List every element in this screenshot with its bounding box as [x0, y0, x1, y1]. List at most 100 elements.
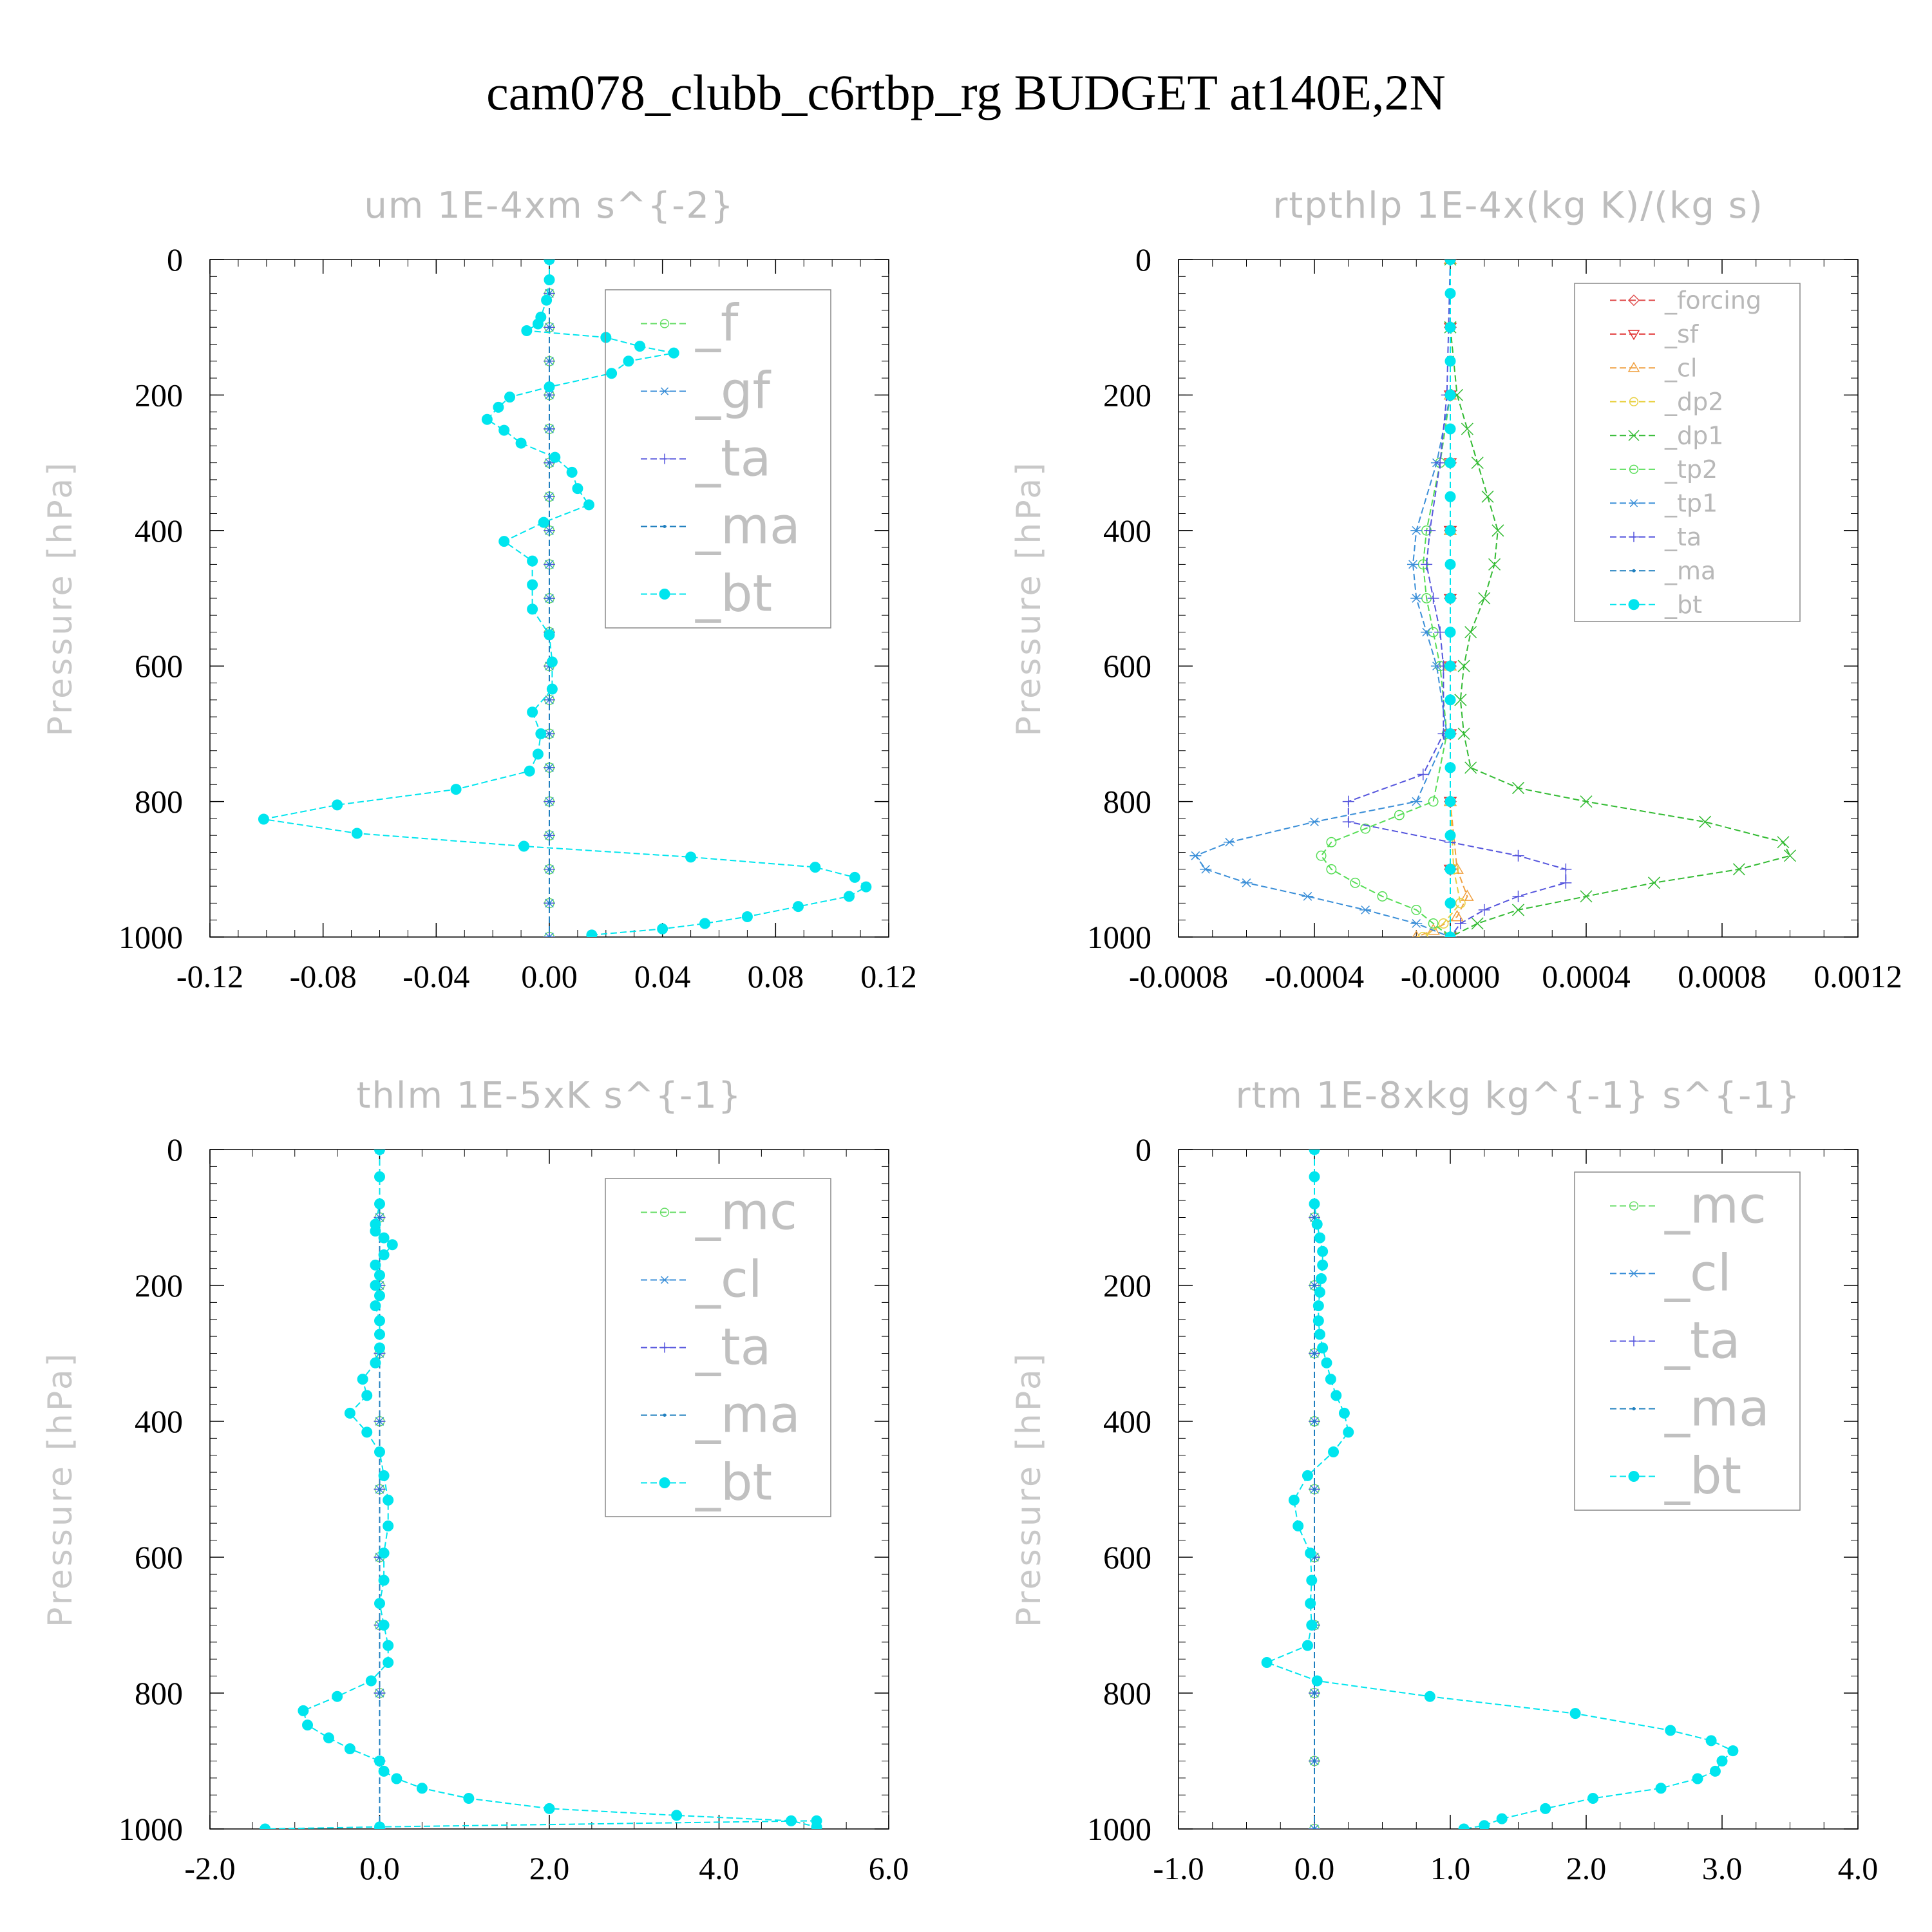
data-point: [378, 1620, 390, 1631]
data-point: [1321, 1357, 1332, 1368]
data-point: [792, 901, 804, 913]
legend-label: _bt: [695, 1454, 772, 1512]
legend-label: _tp1: [1664, 489, 1718, 517]
data-point: [1309, 1824, 1320, 1829]
data-point: [810, 862, 821, 873]
data-point: [351, 828, 363, 839]
data-point: [547, 596, 551, 600]
data-point: [544, 629, 555, 641]
data-point: [1783, 849, 1797, 862]
data-point: [1444, 321, 1456, 333]
data-point: [685, 851, 697, 863]
data-point: [860, 881, 872, 893]
data-point: [1309, 1823, 1320, 1829]
data-point: [849, 871, 860, 883]
data-point: [1406, 560, 1419, 569]
data-point: [1511, 904, 1525, 916]
data-point: [374, 1342, 385, 1354]
data-point: [498, 536, 510, 547]
data-point: [1560, 863, 1572, 875]
legend-marker: [1629, 1336, 1639, 1347]
data-point: [1293, 1520, 1304, 1531]
legend-label: _bt: [1664, 591, 1702, 619]
legend-label: _ta: [695, 430, 771, 488]
data-point: [549, 451, 561, 463]
legend-marker: [1632, 1407, 1636, 1410]
data-point: [463, 1793, 475, 1804]
data-point: [1342, 795, 1354, 808]
data-point: [378, 1548, 390, 1559]
x-tick-label: 0.0004: [1542, 958, 1631, 994]
y-tick-label: 0: [167, 242, 183, 278]
data-point: [378, 1575, 390, 1586]
data-point: [1410, 919, 1423, 928]
data-point: [1444, 355, 1456, 367]
data-point: [1306, 1575, 1318, 1586]
data-point: [1438, 918, 1449, 929]
legend-label: _gf: [695, 363, 772, 421]
data-point: [671, 1810, 683, 1821]
panel-rtm: rtm 1E-8xkg kg^{-1} s^{-1} Pressure [hPa]…: [1010, 1075, 1878, 1886]
data-point: [535, 728, 547, 739]
data-point: [1312, 1216, 1316, 1219]
data-point: [1312, 1827, 1316, 1829]
x-tick-label: 1.0: [1430, 1850, 1471, 1886]
data-point: [547, 529, 551, 533]
x-tick-label: 0.0008: [1678, 958, 1766, 994]
data-point: [374, 1446, 385, 1457]
data-point: [1338, 1407, 1350, 1419]
data-point: [1540, 1803, 1551, 1814]
data-point: [1261, 1657, 1273, 1669]
data-point: [1309, 1150, 1320, 1155]
legend-marker: [663, 525, 667, 528]
y-tick-label: 400: [1103, 513, 1151, 549]
legend-marker: [663, 1414, 667, 1417]
data-point: [332, 1690, 343, 1702]
series-group: [1261, 1150, 1739, 1829]
data-point: [1560, 876, 1572, 889]
data-point: [1302, 1640, 1313, 1651]
data-point: [1471, 917, 1484, 930]
data-point: [361, 1390, 373, 1401]
data-point: [357, 1374, 368, 1385]
x-tick-label: -0.12: [176, 958, 243, 994]
legend-marker: [1628, 599, 1640, 611]
data-point: [1580, 795, 1593, 808]
data-point: [657, 923, 668, 934]
data-point: [1305, 1598, 1316, 1609]
data-point: [1709, 1765, 1721, 1777]
data-point: [623, 355, 634, 367]
legend-label: _ma: [1664, 1380, 1770, 1438]
data-point: [260, 1823, 271, 1829]
data-point: [1410, 526, 1423, 535]
y-tick-label: 1000: [118, 1811, 183, 1847]
y-tick-label: 800: [135, 1675, 183, 1711]
data-point: [1427, 592, 1439, 604]
data-point: [374, 1198, 385, 1209]
legend-marker: [1632, 569, 1636, 573]
legend-label: _f: [695, 295, 739, 353]
series-group: [258, 260, 872, 937]
data-point: [378, 1765, 390, 1777]
data-point: [374, 1315, 385, 1327]
figure-title: cam078_clubb_c6rtbp_rg BUDGET at140E,2N: [486, 64, 1446, 120]
data-point: [1464, 761, 1477, 774]
data-point: [1317, 1245, 1329, 1257]
legend-marker: [1629, 1269, 1639, 1278]
data-point: [544, 1803, 555, 1814]
data-point: [518, 840, 529, 852]
data-point: [504, 392, 516, 403]
data-point: [1331, 1390, 1342, 1401]
data-point: [1492, 524, 1504, 537]
data-point: [521, 325, 533, 336]
data-point: [1314, 1329, 1325, 1340]
data-point: [1444, 762, 1456, 773]
panel-title: um 1E-4xm s^{-2}: [364, 185, 734, 227]
data-point: [383, 1520, 394, 1531]
data-point: [1328, 1446, 1340, 1457]
x-tick-label: 0.0: [1294, 1850, 1335, 1886]
data-point: [1488, 558, 1501, 571]
data-point: [1312, 1300, 1324, 1312]
data-point: [547, 867, 551, 871]
data-point: [298, 1705, 309, 1716]
